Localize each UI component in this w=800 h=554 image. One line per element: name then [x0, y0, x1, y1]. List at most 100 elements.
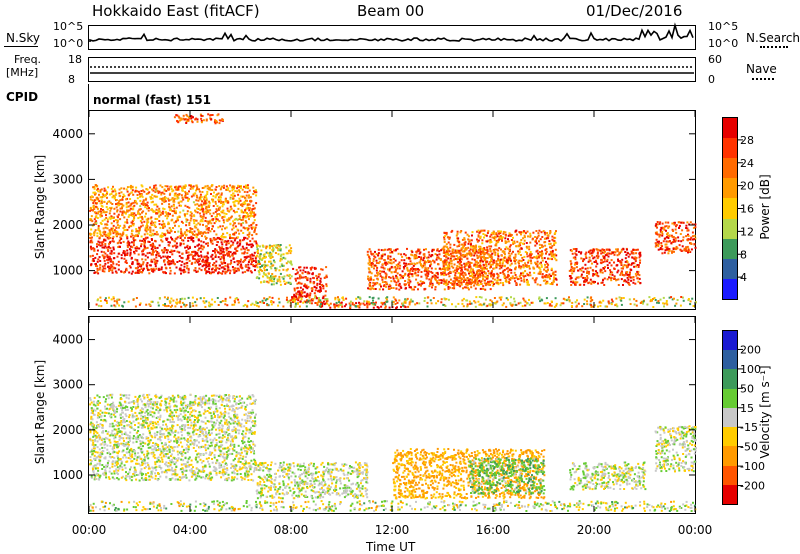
data-point — [103, 195, 106, 198]
data-point — [319, 286, 322, 288]
data-point — [98, 236, 101, 239]
data-point — [380, 257, 383, 260]
data-point — [626, 265, 628, 267]
data-point — [100, 214, 103, 217]
data-point — [619, 261, 622, 264]
data-point — [600, 250, 603, 253]
data-point — [393, 266, 396, 269]
data-point — [132, 237, 135, 239]
data-point — [95, 222, 98, 224]
data-point — [504, 234, 507, 237]
data-point — [323, 303, 326, 306]
data-point — [518, 266, 521, 269]
data-point — [478, 265, 481, 268]
data-point — [689, 221, 692, 224]
data-point — [610, 264, 613, 267]
data-point — [172, 227, 174, 229]
data-point — [345, 303, 348, 306]
data-point — [440, 271, 443, 274]
data-point — [580, 275, 583, 278]
data-point — [504, 248, 507, 251]
data-point — [216, 236, 219, 239]
data-point — [493, 251, 496, 254]
data-point — [670, 234, 673, 237]
data-point — [142, 210, 145, 213]
data-point — [303, 283, 306, 286]
data-point — [154, 247, 157, 249]
data-point — [99, 260, 102, 262]
data-point — [108, 269, 111, 271]
data-point — [550, 255, 553, 258]
data-point — [126, 221, 128, 224]
data-point — [472, 281, 475, 284]
data-point — [122, 193, 125, 196]
data-point — [203, 186, 206, 189]
data-point — [375, 282, 378, 285]
data-point — [128, 225, 131, 228]
data-point — [249, 207, 251, 210]
data-point — [196, 261, 199, 264]
data-point — [433, 260, 436, 263]
data-point — [406, 247, 408, 250]
data-point — [136, 267, 139, 270]
data-point — [547, 264, 550, 266]
data-point — [634, 249, 637, 251]
data-point — [460, 282, 463, 284]
data-point — [500, 254, 503, 257]
data-point — [632, 276, 635, 278]
data-point — [420, 284, 422, 287]
data-point — [455, 251, 458, 254]
data-point — [245, 246, 248, 249]
data-point — [289, 282, 292, 285]
data-point — [220, 261, 223, 264]
data-point — [115, 192, 118, 195]
data-point — [443, 280, 446, 283]
data-point — [427, 251, 430, 254]
data-point — [683, 249, 686, 252]
data-point — [527, 259, 530, 262]
data-point — [392, 287, 395, 289]
data-point — [138, 232, 140, 235]
data-point — [494, 248, 497, 251]
data-point — [180, 305, 183, 308]
data-point — [441, 248, 444, 250]
data-point — [433, 274, 436, 277]
data-point — [656, 233, 659, 236]
data-point — [93, 187, 96, 190]
data-point — [270, 283, 273, 286]
data-point — [603, 255, 606, 258]
data-point — [263, 253, 266, 256]
data-point — [522, 242, 524, 245]
data-point — [613, 276, 616, 279]
data-point — [165, 237, 168, 240]
data-point — [100, 204, 103, 207]
data-point — [661, 248, 664, 251]
data-point — [245, 221, 248, 224]
data-point — [246, 212, 248, 214]
data-point — [250, 210, 253, 213]
data-point — [112, 185, 114, 188]
data-point — [184, 215, 187, 218]
data-point — [249, 196, 252, 199]
data-point — [185, 251, 188, 254]
data-point — [505, 267, 508, 270]
data-point — [382, 253, 385, 256]
data-point — [105, 223, 108, 226]
data-point — [110, 227, 113, 230]
data-point — [596, 255, 599, 258]
data-point — [461, 271, 464, 274]
data-point — [177, 201, 180, 204]
data-point — [503, 274, 506, 277]
data-point — [90, 215, 93, 218]
data-point — [482, 287, 485, 290]
data-point — [681, 245, 684, 248]
data-point — [191, 228, 194, 230]
data-point — [316, 284, 319, 287]
data-point — [138, 208, 141, 211]
data-point — [129, 204, 132, 207]
data-point — [187, 239, 190, 242]
data-point — [273, 280, 275, 283]
data-point — [411, 266, 414, 269]
data-point — [137, 210, 140, 213]
data-point — [411, 270, 414, 272]
